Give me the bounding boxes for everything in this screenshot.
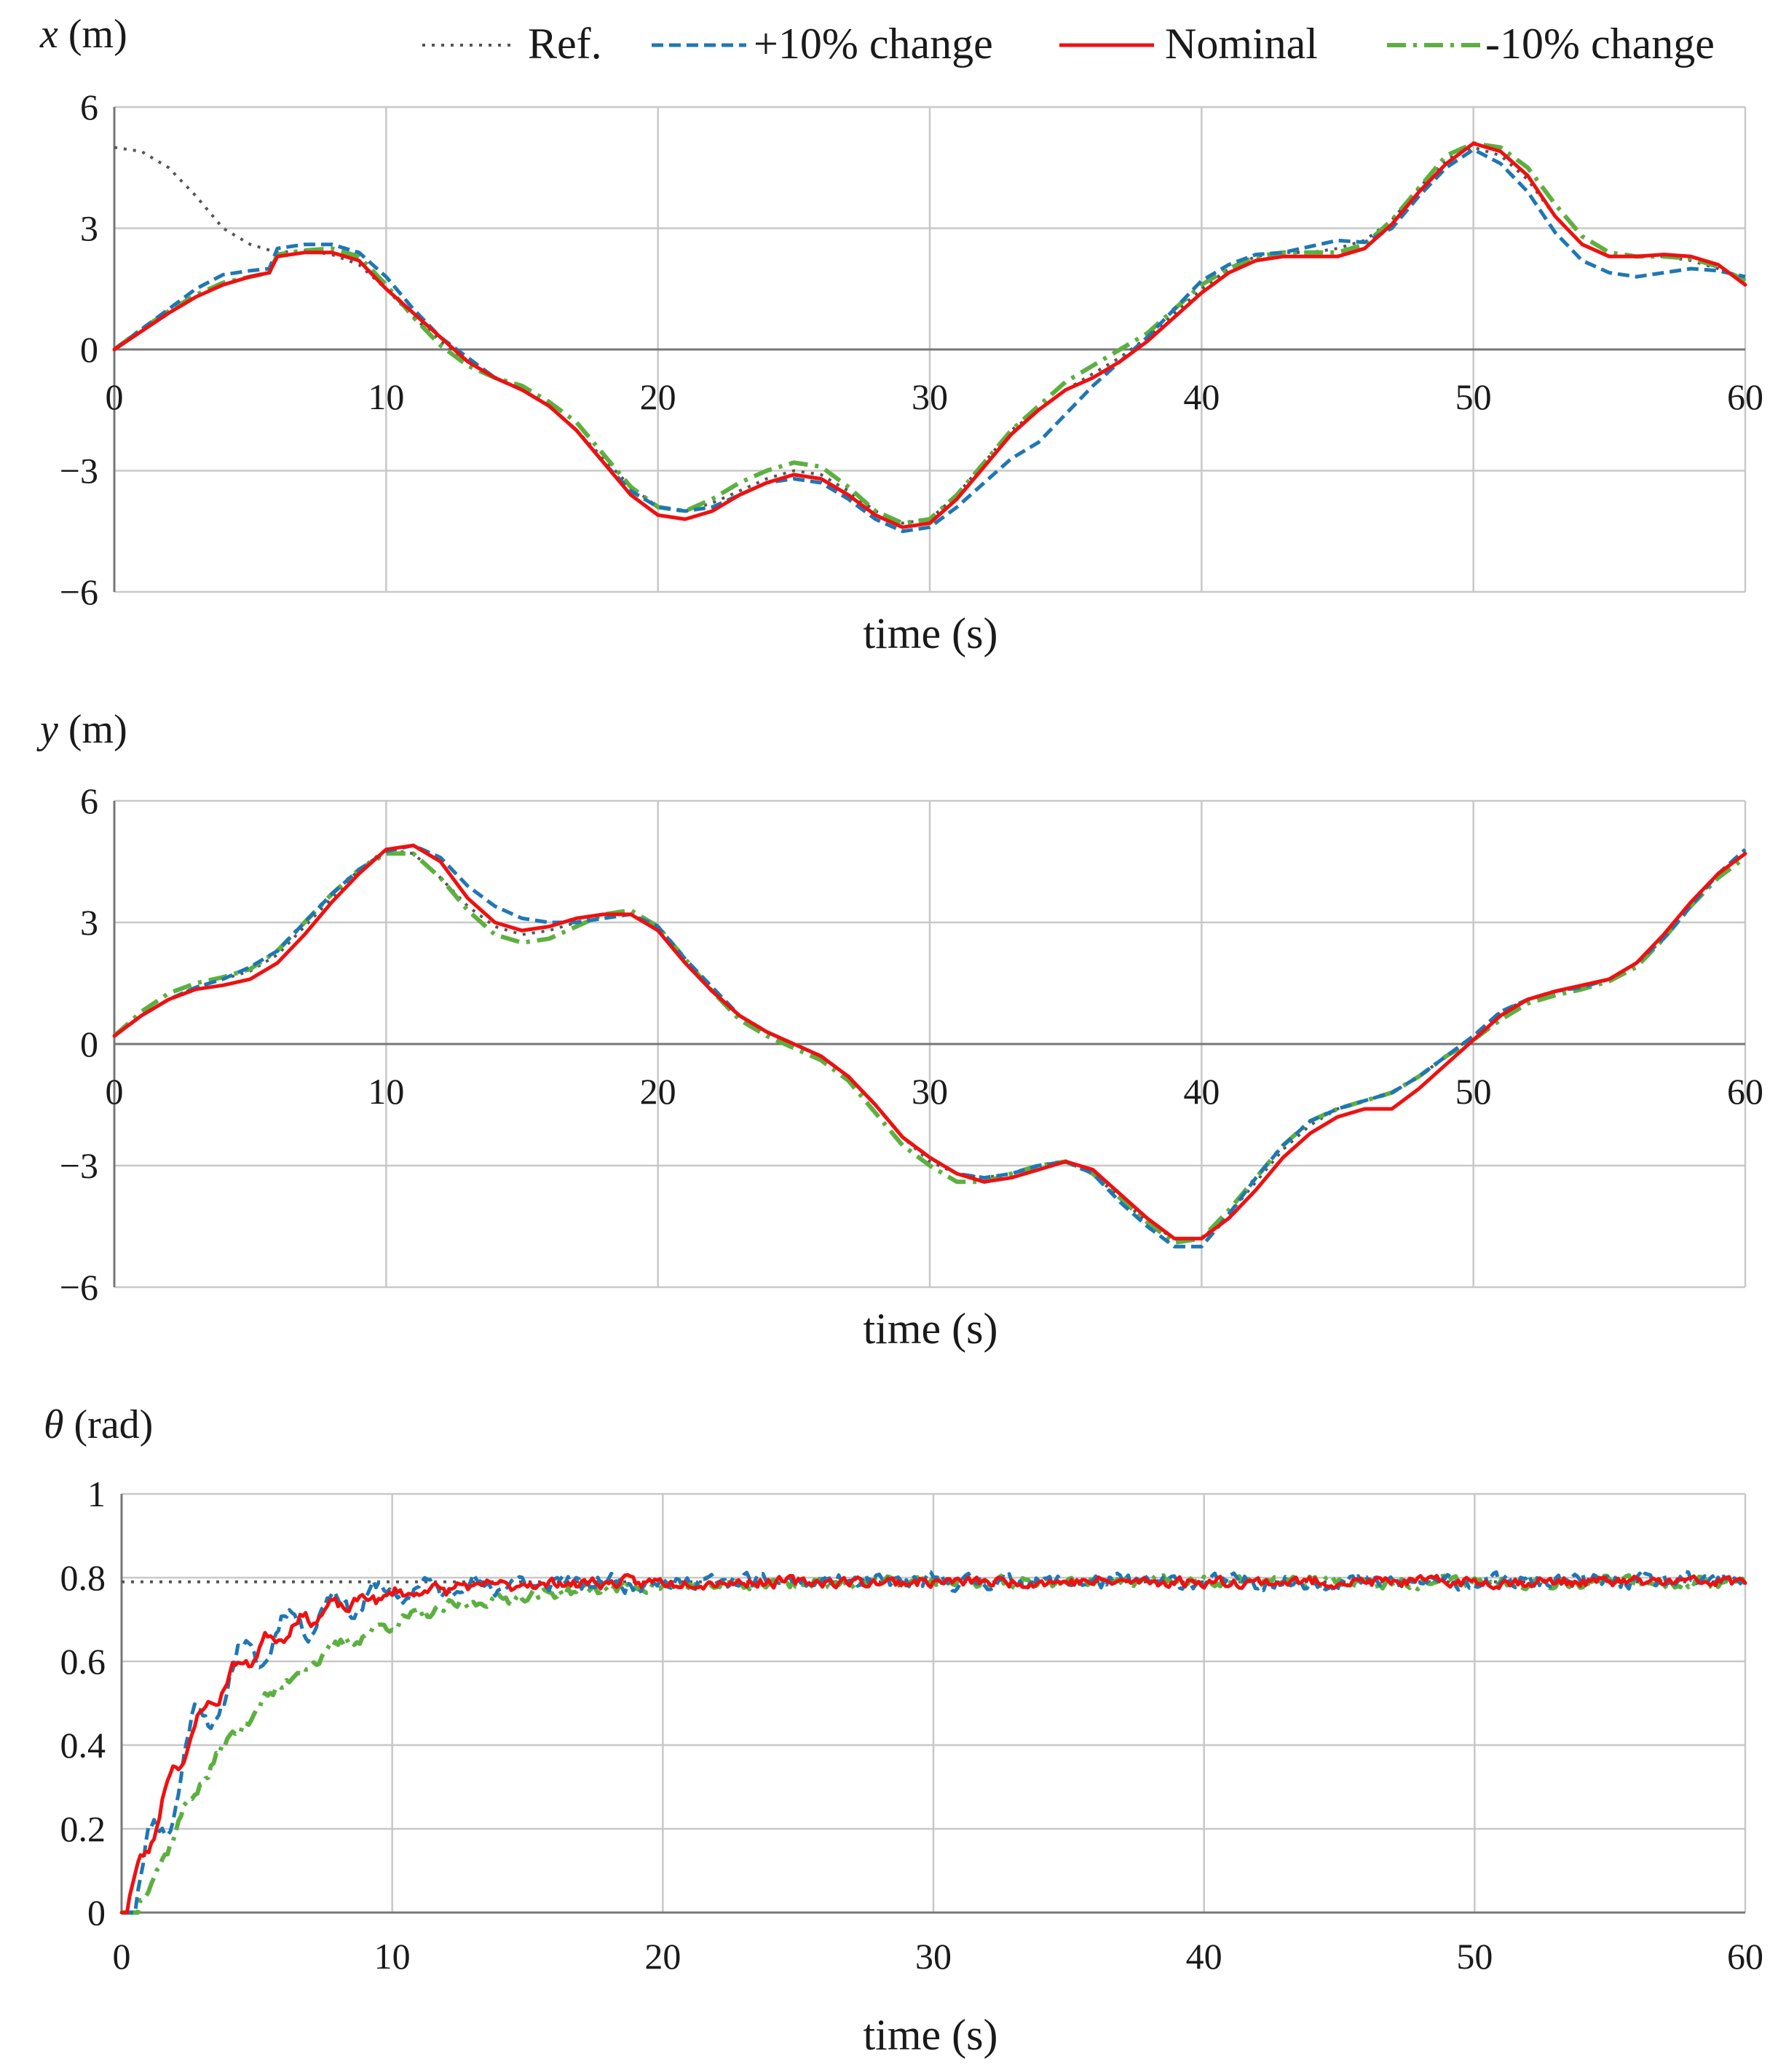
theta-chart-xtick-label: 20 [644, 1936, 681, 1977]
theta-chart-xtick-label: 60 [1727, 1936, 1763, 1977]
x-chart-series-nominal [112, 141, 1747, 529]
legend-label-plus10: +10% change [754, 20, 993, 68]
x-chart-series-plus10 [113, 147, 1746, 534]
y-chart-x-axis-label: time (s) [864, 1305, 998, 1353]
y-chart-series-minus10 [112, 851, 1747, 1245]
x-chart-xtick-label: 10 [368, 376, 404, 417]
y-chart-ytick-label: 3 [80, 902, 98, 943]
theta-chart-y-axis-label: θ (rad) [44, 1402, 153, 1447]
theta-chart-ytick-label: 0.6 [60, 1641, 106, 1682]
y-chart-xtick-label: 40 [1183, 1071, 1220, 1112]
theta-chart-xtick-label: 0 [113, 1936, 131, 1977]
legend: Ref. +10% change Nominal -10% change [422, 20, 1715, 68]
y-chart-ytick-label: −6 [60, 1267, 98, 1308]
x-chart-ytick-label: −3 [60, 451, 98, 491]
x-chart-ytick-label: 3 [80, 208, 98, 249]
x-chart-xtick-label: 50 [1455, 376, 1492, 417]
theta-chart-ytick-label: 0 [87, 1892, 106, 1933]
x-chart-xtick-label: 20 [640, 376, 676, 417]
theta-chart-x-axis-label: time (s) [864, 2011, 998, 2059]
x-chart-ytick-label: 0 [80, 329, 98, 370]
legend-label-ref: Ref. [528, 20, 602, 68]
theta-chart-xtick-label: 10 [374, 1936, 411, 1977]
x-position-chart: x (m) time (s) 630−3−60 10 20 30 40 50 60 [39, 12, 1763, 657]
x-chart-xtick-label: 60 [1727, 376, 1763, 417]
legend-item-plus10: +10% change [652, 20, 993, 68]
theta-chart-xtick-label: 40 [1186, 1936, 1222, 1977]
theta-chart-series-nominal [119, 1573, 1747, 1915]
y-chart-xtick-label: 30 [912, 1071, 948, 1112]
theta-chart-ytick-label: 0.4 [60, 1725, 106, 1765]
y-chart-xtick-label: 60 [1727, 1071, 1763, 1112]
x-chart-ticks: 630−3−60 10 20 30 40 50 60 [60, 87, 1763, 612]
theta-chart-ytick-label: 1 [87, 1474, 106, 1514]
legend-item-minus10: -10% change [1387, 20, 1715, 68]
legend-item-nominal: Nominal [1059, 20, 1318, 68]
theta-chart-ytick-label: 0.8 [60, 1557, 106, 1598]
y-chart-y-axis-label: y (m) [36, 707, 127, 752]
x-chart-xtick-label: 40 [1183, 376, 1220, 417]
y-chart-ytick-label: 6 [80, 780, 98, 821]
theta-chart: θ (rad) time (s) 1 0.8 0.6 0.4 0.2 00 10 20 30 40… [44, 1402, 1763, 2059]
x-chart-xtick-label: 0 [106, 376, 124, 417]
x-chart-ytick-label: 6 [80, 87, 98, 127]
theta-chart-xtick-label: 50 [1456, 1936, 1493, 1977]
y-chart-ytick-label: −3 [60, 1145, 98, 1186]
legend-label-nominal: Nominal [1165, 20, 1318, 68]
theta-chart-grid [122, 1492, 1747, 1913]
legend-label-minus10: -10% change [1485, 20, 1715, 68]
y-chart-xtick-label: 10 [368, 1071, 404, 1112]
theta-chart-xtick-label: 30 [915, 1936, 952, 1977]
x-chart-ytick-label: −6 [60, 572, 98, 612]
y-chart-series-ref [113, 847, 1747, 1241]
y-chart-xtick-label: 20 [640, 1071, 676, 1112]
y-chart-xtick-label: 50 [1455, 1071, 1492, 1112]
y-chart-ytick-label: 0 [80, 1024, 98, 1064]
y-chart-series-nominal [112, 843, 1747, 1241]
y-position-chart: y (m) time (s) 630−3−60 10 20 30 40 50 60 [36, 707, 1763, 1353]
x-chart-x-axis-label: time (s) [864, 609, 998, 657]
x-chart-y-axis-label: x (m) [39, 12, 127, 57]
x-chart-xtick-label: 30 [912, 376, 948, 417]
y-chart-xtick-label: 0 [106, 1071, 124, 1112]
theta-chart-ticks: 1 0.8 0.6 0.4 0.2 00 10 20 30 40 50 60 [60, 1474, 1764, 1977]
theta-chart-ytick-label: 0.2 [60, 1808, 106, 1849]
y-chart-ticks: 630−3−60 10 20 30 40 50 60 [60, 780, 1763, 1308]
legend-item-ref: Ref. [422, 20, 602, 68]
